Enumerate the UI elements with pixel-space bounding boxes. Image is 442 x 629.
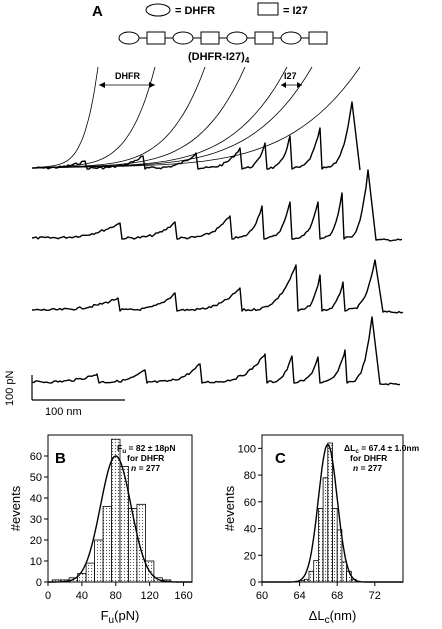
panel-c-stats: ΔLc = 67.4 ± 1.0nm for DHFR n = 277 (344, 443, 420, 473)
hist-bar (102, 505, 112, 583)
i27-label: I27 (284, 71, 297, 81)
wlc-curve-3 (31, 66, 206, 169)
trace-2 (31, 169, 403, 242)
y-tick-label: 40 (244, 524, 256, 536)
hist-bar (85, 562, 95, 583)
y-tick-label: 20 (30, 535, 42, 547)
scale-force-label: 100 pN (4, 370, 16, 406)
hist-bar (322, 477, 329, 583)
legend: = DHFR = I27 (145, 2, 308, 17)
hist-bar (308, 570, 315, 583)
svg-text:n = 277: n = 277 (131, 463, 160, 473)
construct-label: (DHFR-I27)4 (188, 51, 250, 65)
y-tick-label: 10 (30, 556, 42, 568)
y-tick-label: 50 (30, 472, 42, 484)
x-tick-label: 80 (110, 590, 122, 602)
y-axis-label: #events (222, 485, 237, 531)
x-tick-label: 60 (256, 590, 268, 602)
hist-bar (313, 560, 319, 583)
x-tick-label: 68 (331, 590, 343, 602)
wlc-curve-5 (31, 66, 288, 169)
scale-length-label: 100 nm (45, 406, 82, 418)
panel-b-stats: Fu = 82 ± 18pN for DHFR n = 277 (117, 443, 176, 473)
i27-spacing-annotation: I27 (281, 71, 302, 88)
y-tick-label: 100 (238, 443, 256, 455)
x-tick-label: 72 (369, 590, 381, 602)
hist-bar (332, 508, 338, 583)
y-tick-label: 0 (250, 577, 256, 589)
svg-text:for DHFR: for DHFR (350, 453, 387, 463)
x-tick-label: 64 (293, 590, 305, 602)
hist-bar (94, 539, 104, 583)
svg-text:for DHFR: for DHFR (127, 453, 164, 463)
x-axis-label: Fu(pN) (101, 608, 140, 626)
dhfr-legend-label: = DHFR (175, 5, 215, 17)
hist-bar (317, 508, 324, 583)
construct-diagram (118, 31, 328, 45)
hist-bar (111, 438, 121, 583)
svg-text:Fu = 82 ± 18pN: Fu = 82 ± 18pN (117, 443, 176, 455)
hist-bar (341, 561, 347, 583)
svg-text:ΔLc = 67.4 ± 1.0nm: ΔLc = 67.4 ± 1.0nm (344, 443, 420, 455)
histogram-b: 0 40 80 120 160 0 10 20 30 40 50 60 Fu(pN) #events (8, 434, 193, 626)
dhfr-spacing-annotation: DHFR (99, 71, 155, 88)
x-axis-label: ΔLc(nm) (309, 608, 357, 626)
hist-bar (336, 529, 343, 583)
y-axis-label: #events (8, 485, 23, 531)
wlc-curve-6 (31, 66, 313, 169)
y-tick-label: 40 (30, 493, 42, 505)
i27-legend-label: = I27 (283, 5, 308, 17)
dhfr-label: DHFR (115, 71, 140, 81)
scale-bar: 100 pN 100 nm (4, 370, 125, 418)
x-tick-label: 0 (45, 590, 51, 602)
y-tick-label: 60 (244, 497, 256, 509)
y-tick-label: 60 (30, 451, 42, 463)
force-extension-traces (31, 101, 404, 386)
hist-bar (327, 442, 333, 583)
y-tick-label: 30 (30, 514, 42, 526)
wlc-curve-1 (31, 66, 99, 169)
wlc-curve-4 (31, 66, 246, 169)
i27-legend-rect (257, 2, 279, 16)
hist-bar (136, 503, 146, 583)
x-tick-label: 40 (76, 590, 88, 602)
dhfr-legend-ellipse (145, 3, 171, 17)
hist-bar (128, 508, 138, 583)
y-tick-label: 20 (244, 550, 256, 562)
trace-1 (32, 101, 361, 171)
panel-a-letter: A (92, 3, 103, 20)
wlc-curve-2 (31, 66, 156, 169)
x-tick-label: 120 (140, 590, 158, 602)
histogram-c: 60 64 68 72 0 20 40 60 80 100 ΔLc(nm) #events (222, 434, 404, 626)
y-tick-label: 0 (36, 577, 42, 589)
hist-bar (346, 570, 352, 583)
panel-c-letter: C (275, 450, 286, 467)
trace-4 (31, 316, 401, 386)
y-tick-label: 80 (244, 470, 256, 482)
svg-text:n = 277: n = 277 (353, 463, 382, 473)
x-tick-label: 160 (174, 590, 192, 602)
trace-3 (32, 259, 404, 314)
plot-frame (261, 434, 404, 583)
panel-b-letter: B (55, 450, 66, 467)
plot-frame (47, 434, 193, 583)
